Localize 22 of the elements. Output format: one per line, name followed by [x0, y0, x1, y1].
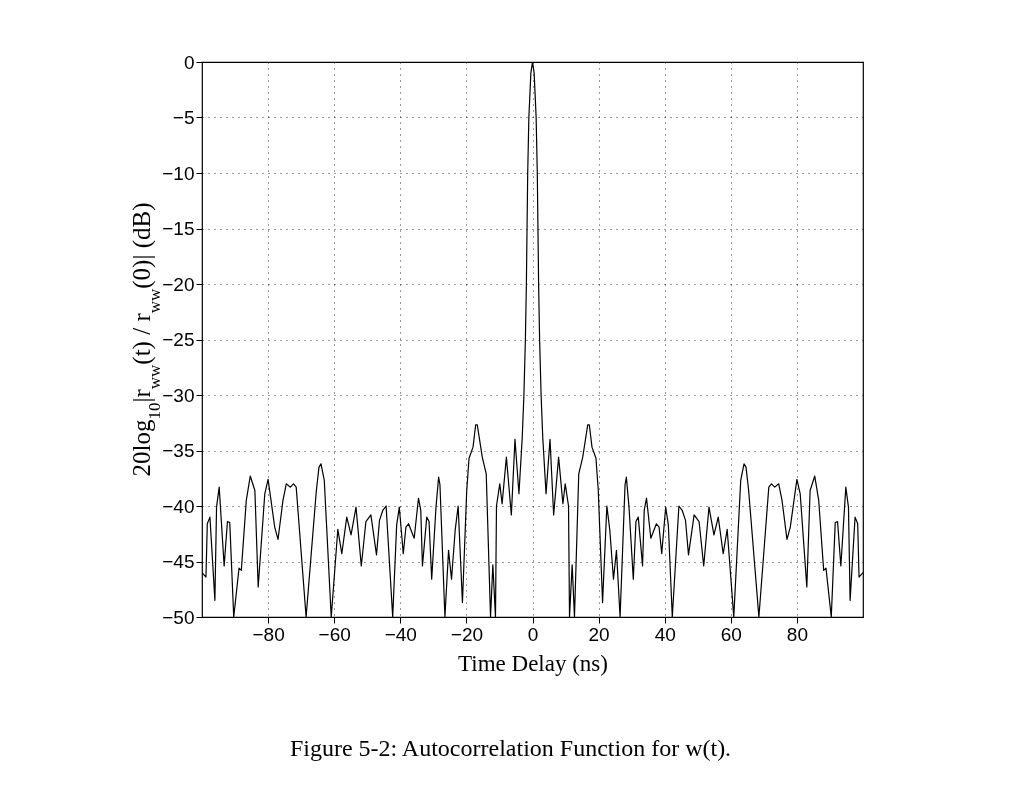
y-tick-label: −45: [162, 551, 195, 572]
x-axis-title: Time Delay (ns): [458, 650, 608, 676]
y-tick-label: −30: [162, 384, 195, 406]
y-tick-label: −50: [162, 606, 195, 628]
x-tick-label: −40: [384, 623, 417, 645]
x-tick-label: 80: [786, 623, 808, 645]
x-tick-label: −80: [252, 623, 285, 645]
x-tick-label: 0: [527, 623, 539, 645]
y-tick-label: −25: [162, 329, 195, 350]
x-tick-label: 60: [720, 623, 742, 645]
caption: Figure 5-2: Autocorrelation Function for w(t).: [288, 735, 733, 762]
x-tick-label: 40: [654, 623, 676, 645]
y-tick-label: −5: [172, 107, 195, 128]
y-tick-label: −20: [162, 273, 195, 295]
x-tick-label: −60: [318, 623, 351, 645]
y-tick-label: −35: [162, 440, 195, 461]
y-tick-label: 0: [183, 51, 195, 73]
y-tick-label: −15: [162, 218, 195, 239]
x-tick-label: 20: [588, 623, 610, 645]
y-tick-label: −40: [162, 495, 195, 517]
y-tick-label: −10: [162, 162, 195, 184]
x-tick-label: −20: [450, 623, 484, 645]
